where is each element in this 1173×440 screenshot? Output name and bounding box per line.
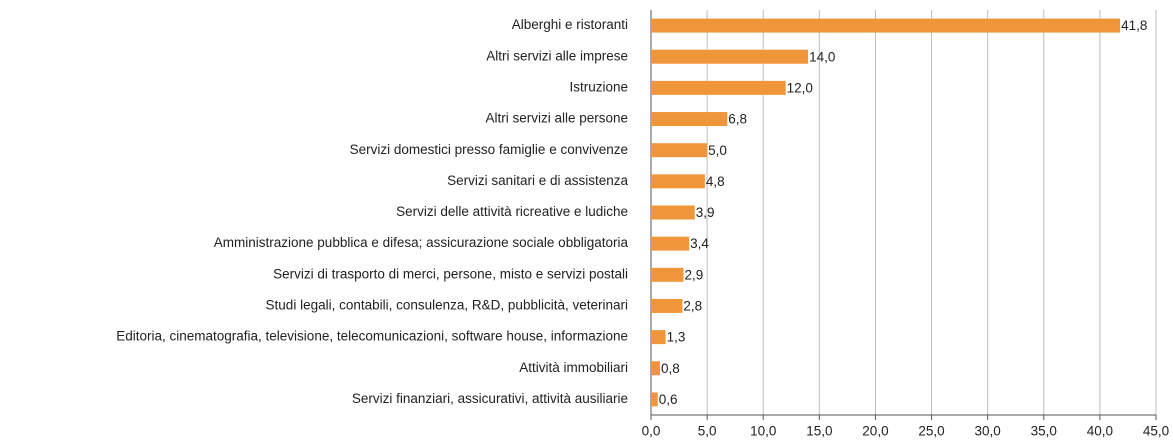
y-tick-label: Servizi sanitari e di assistenza (447, 173, 628, 188)
y-tick-label: Editoria, cinematografia, televisione, t… (116, 329, 628, 344)
bar (651, 205, 695, 220)
bar (651, 392, 658, 407)
x-tick-label: 10,0 (750, 424, 776, 439)
x-tick-label: 20,0 (862, 424, 888, 439)
x-tick-label: 15,0 (806, 424, 832, 439)
bar (651, 49, 809, 64)
value-label: 4,8 (706, 174, 725, 189)
x-tick-label: 30,0 (975, 424, 1001, 439)
bar (651, 112, 728, 127)
value-label: 6,8 (728, 112, 747, 127)
bar (651, 143, 708, 158)
y-tick-label: Servizi domestici presso famiglie e conv… (350, 142, 628, 157)
value-label: 0,8 (661, 361, 680, 376)
value-label: 3,9 (696, 205, 715, 220)
x-tick-label: 45,0 (1143, 424, 1169, 439)
bar (651, 236, 690, 251)
bar (651, 80, 786, 95)
bar (651, 267, 684, 282)
value-label: 14,0 (809, 49, 835, 64)
y-tick-label: Altri servizi alle imprese (486, 48, 628, 63)
value-label: 12,0 (787, 80, 813, 95)
value-label: 0,6 (659, 392, 678, 407)
value-label: 41,8 (1121, 18, 1147, 33)
bar (651, 174, 705, 189)
bar (651, 330, 666, 345)
bar (651, 18, 1121, 33)
x-tick-label: 0,0 (642, 424, 661, 439)
value-label: 5,0 (708, 143, 727, 158)
bar (651, 361, 660, 376)
x-tick-label: 25,0 (918, 424, 944, 439)
y-tick-label: Istruzione (569, 79, 628, 94)
y-tick-label: Alberghi e ristoranti (512, 17, 628, 32)
x-tick-label: 35,0 (1031, 424, 1057, 439)
y-tick-label: Servizi delle attività ricreative e ludi… (396, 204, 628, 219)
y-tick-label: Altri servizi alle persone (485, 111, 628, 126)
y-tick-label: Servizi di trasporto di merci, persone, … (273, 266, 628, 281)
value-label: 1,3 (667, 330, 686, 345)
x-tick-label: 40,0 (1087, 424, 1113, 439)
value-label: 3,4 (690, 236, 709, 251)
x-tick-label: 5,0 (698, 424, 717, 439)
value-label: 2,8 (683, 299, 702, 314)
y-tick-label: Studi legali, contabili, consulenza, R&D… (266, 298, 628, 313)
value-label: 2,9 (685, 267, 704, 282)
y-tick-label: Amministrazione pubblica e difesa; assic… (214, 235, 629, 250)
y-tick-label: Attività immobiliari (519, 360, 628, 375)
bar (651, 298, 683, 313)
y-tick-label: Servizi finanziari, assicurativi, attivi… (352, 391, 628, 406)
